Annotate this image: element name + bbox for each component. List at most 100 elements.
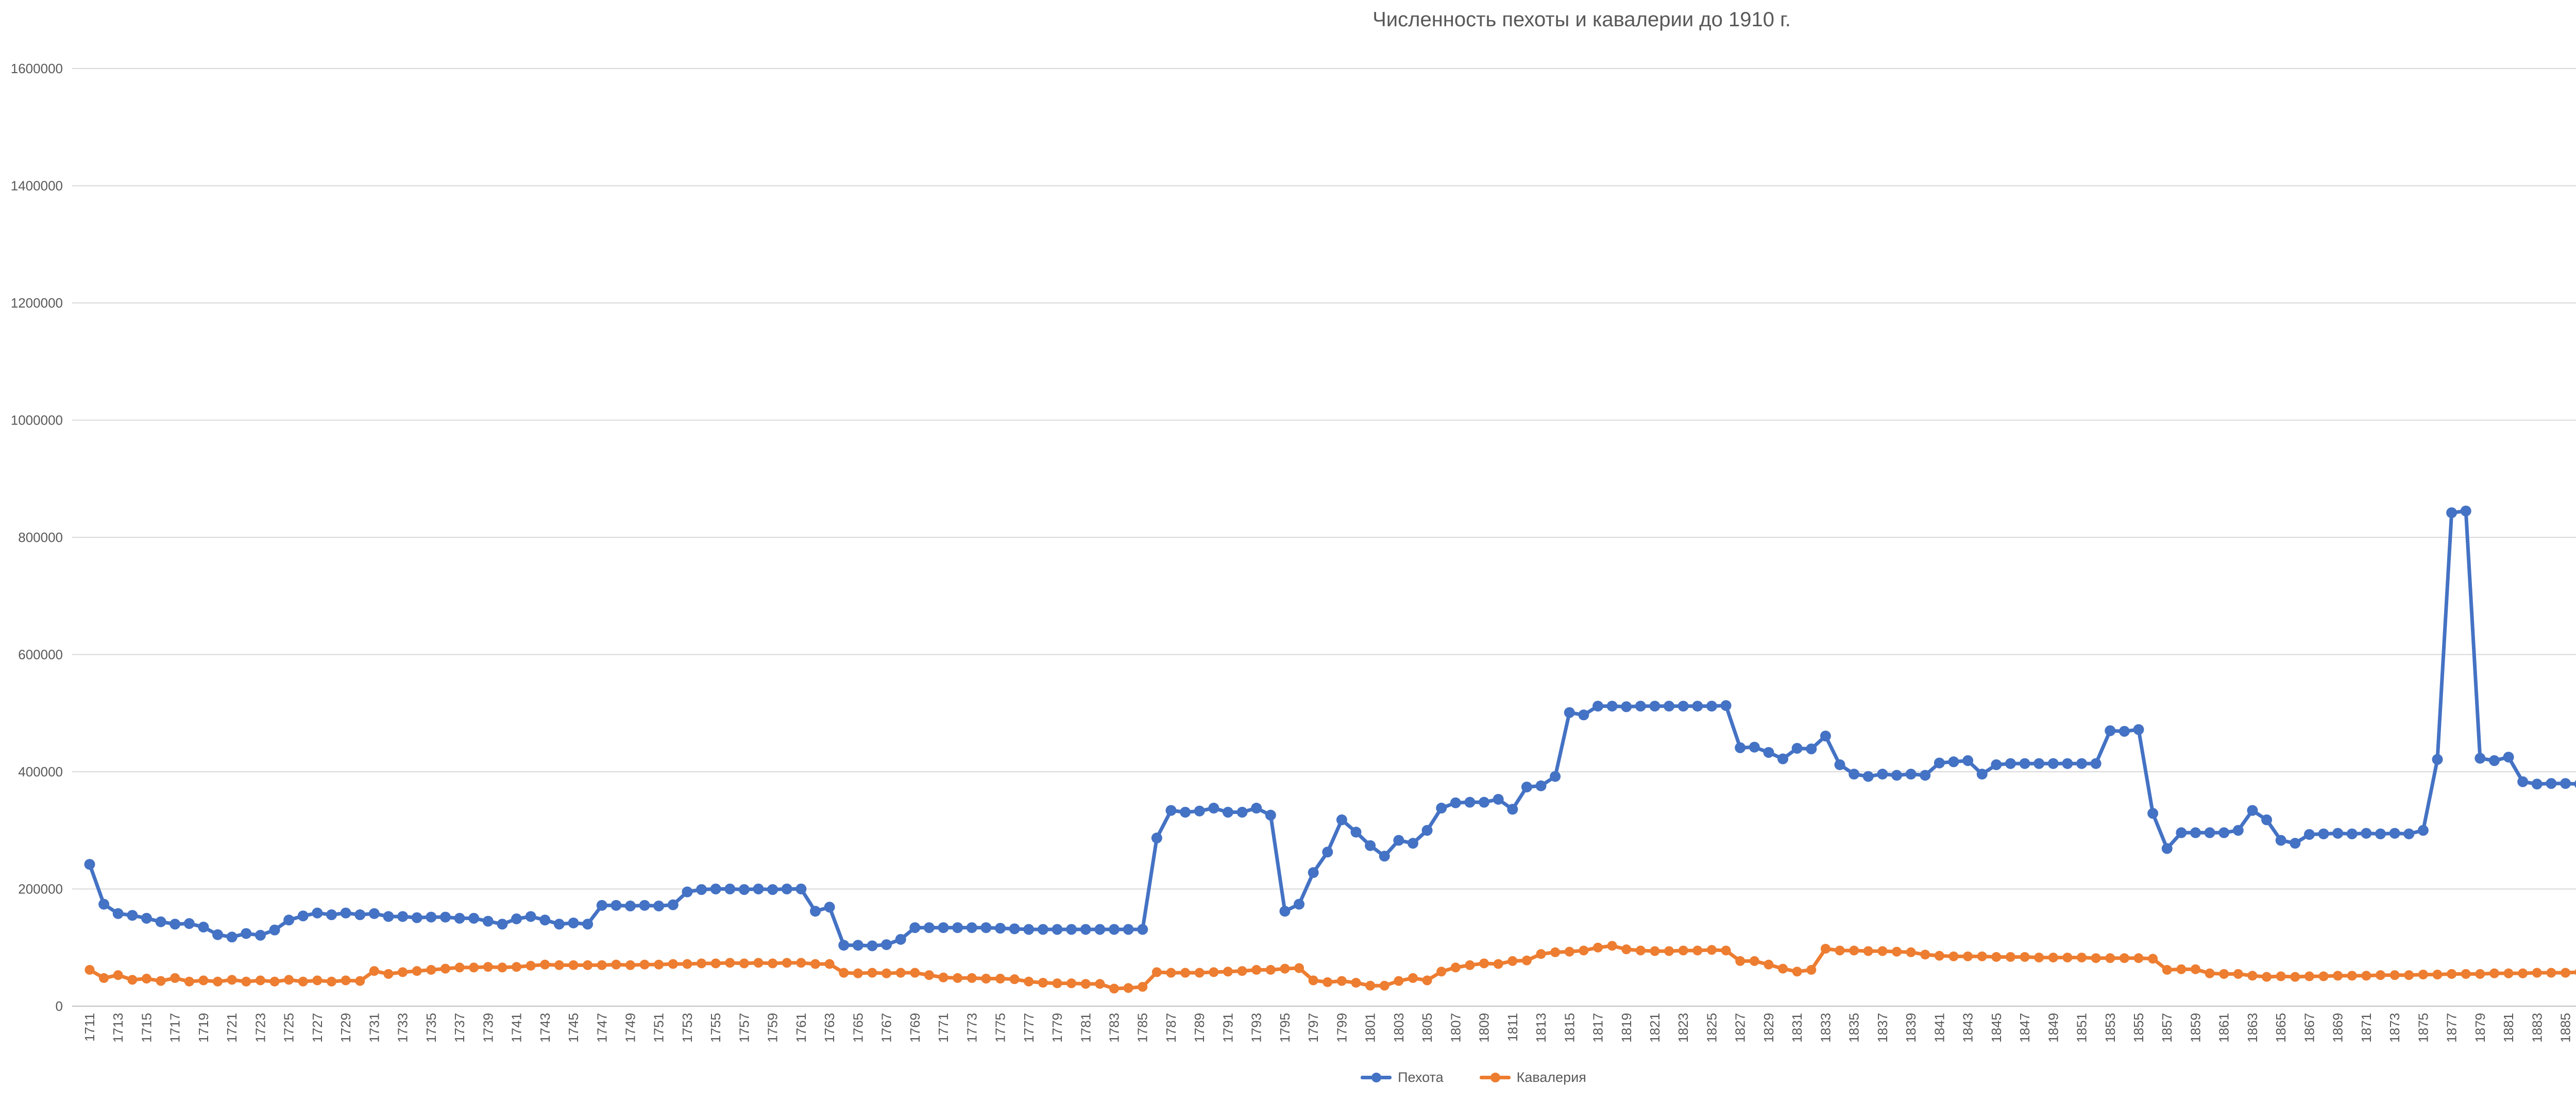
data-point xyxy=(2162,965,2172,975)
data-point xyxy=(2290,972,2300,982)
data-point xyxy=(739,958,749,968)
data-point xyxy=(1778,964,1788,974)
data-point xyxy=(753,884,764,894)
data-point xyxy=(2147,808,2158,819)
data-point xyxy=(383,911,394,922)
x-tick-label: 1847 xyxy=(2017,1013,2032,1043)
data-point xyxy=(1735,742,1745,753)
data-point xyxy=(1806,965,1816,975)
data-point xyxy=(440,964,450,974)
x-tick-label: 1715 xyxy=(139,1013,154,1043)
data-point xyxy=(583,960,592,970)
data-point xyxy=(909,922,920,933)
data-point xyxy=(497,962,507,972)
data-point xyxy=(85,965,95,975)
data-point xyxy=(170,919,180,929)
data-point xyxy=(341,975,351,985)
data-point xyxy=(526,961,536,971)
x-tick-label: 1851 xyxy=(2074,1013,2090,1043)
data-point xyxy=(1123,924,1134,935)
data-point xyxy=(1024,977,1033,987)
data-point xyxy=(383,969,393,979)
data-point xyxy=(2347,828,2358,839)
data-point xyxy=(1621,944,1631,954)
data-point xyxy=(2489,755,2500,766)
data-point xyxy=(98,899,109,910)
x-tick-label: 1829 xyxy=(1761,1013,1776,1043)
data-point xyxy=(2005,758,2016,769)
x-tick-label: 1767 xyxy=(879,1013,894,1043)
data-point xyxy=(1094,924,1105,935)
x-tick-label: 1873 xyxy=(2387,1013,2402,1043)
data-point xyxy=(426,912,436,923)
x-tick-label: 1745 xyxy=(566,1013,581,1043)
data-point xyxy=(1238,966,1247,976)
data-point xyxy=(825,959,835,969)
x-tick-label: 1779 xyxy=(1049,1013,1065,1043)
legend-item-infantry[interactable]: Пехота xyxy=(1361,1071,1444,1084)
data-point xyxy=(2475,969,2485,979)
x-tick-label: 1725 xyxy=(281,1013,297,1043)
data-point xyxy=(2133,724,2144,735)
data-point xyxy=(1109,924,1120,935)
x-tick-label: 1883 xyxy=(2529,1013,2545,1043)
data-point xyxy=(1750,956,1759,966)
x-tick-label: 1789 xyxy=(1192,1013,1207,1043)
data-point xyxy=(2546,778,2556,789)
data-point xyxy=(1863,946,1873,956)
data-point xyxy=(1066,924,1077,935)
data-point xyxy=(853,940,863,951)
x-tick-label: 1753 xyxy=(680,1013,695,1043)
series-line-infantry xyxy=(90,180,2576,946)
data-point xyxy=(1208,803,1219,813)
x-tick-label: 1813 xyxy=(1533,1013,1549,1043)
data-point xyxy=(2091,758,2102,769)
data-point xyxy=(2361,971,2371,980)
data-point xyxy=(582,919,593,929)
data-point xyxy=(2176,827,2187,838)
x-tick-label: 1755 xyxy=(708,1013,723,1043)
data-point xyxy=(2120,953,2129,963)
data-point xyxy=(2261,815,2272,825)
data-point xyxy=(2048,758,2059,769)
data-point xyxy=(1336,815,1347,825)
x-tick-label: 1861 xyxy=(2216,1013,2232,1043)
data-point xyxy=(283,914,294,925)
x-tick-label: 1765 xyxy=(850,1013,866,1043)
data-point xyxy=(1507,956,1517,966)
x-tick-label: 1881 xyxy=(2501,1013,2516,1043)
data-point xyxy=(1649,701,1660,711)
data-point xyxy=(569,960,579,970)
data-point xyxy=(1706,701,1717,711)
data-point xyxy=(1792,967,1802,976)
data-point xyxy=(1507,804,1518,815)
cavalry-dot-swatch xyxy=(1490,1073,1500,1082)
legend-item-cavalry[interactable]: Кавалерия xyxy=(1480,1071,1586,1084)
data-point xyxy=(1465,960,1475,970)
data-point xyxy=(1920,770,1930,781)
data-point xyxy=(1109,984,1119,993)
y-tick-label: 1400000 xyxy=(11,178,63,194)
data-point xyxy=(1053,978,1062,988)
data-point xyxy=(1934,757,1945,768)
data-point xyxy=(995,923,1006,934)
data-point xyxy=(1408,973,1418,983)
x-tick-label: 1747 xyxy=(594,1013,609,1043)
data-point xyxy=(795,884,806,894)
data-point xyxy=(455,962,465,972)
data-point xyxy=(1835,759,1845,770)
data-point xyxy=(2048,953,2058,962)
data-point xyxy=(2546,968,2556,978)
data-point xyxy=(2447,969,2456,979)
data-point xyxy=(2461,969,2471,979)
data-point xyxy=(1151,833,1162,843)
data-point xyxy=(1237,807,1248,818)
data-point xyxy=(156,976,166,986)
data-point xyxy=(696,884,707,895)
data-point xyxy=(1877,769,1888,779)
data-point xyxy=(554,919,565,929)
data-point xyxy=(469,962,479,972)
data-point xyxy=(1721,700,1732,711)
data-point xyxy=(739,884,750,895)
data-point xyxy=(1962,755,1973,766)
